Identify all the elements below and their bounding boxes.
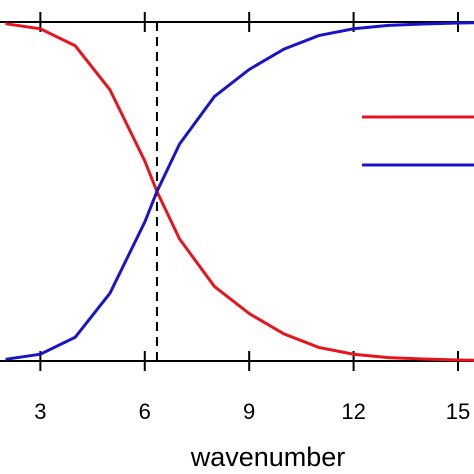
x-tick-label: 3 — [34, 399, 46, 424]
x-tick-label: 9 — [243, 399, 255, 424]
plot-area — [5, 21, 474, 362]
series-line — [5, 22, 474, 362]
x-tick-label: 12 — [341, 399, 365, 424]
x-axis-label: wavenumber — [190, 442, 346, 472]
series-line — [5, 21, 474, 361]
x-tick-label: 15 — [446, 399, 470, 424]
x-tick-label: 6 — [139, 399, 151, 424]
